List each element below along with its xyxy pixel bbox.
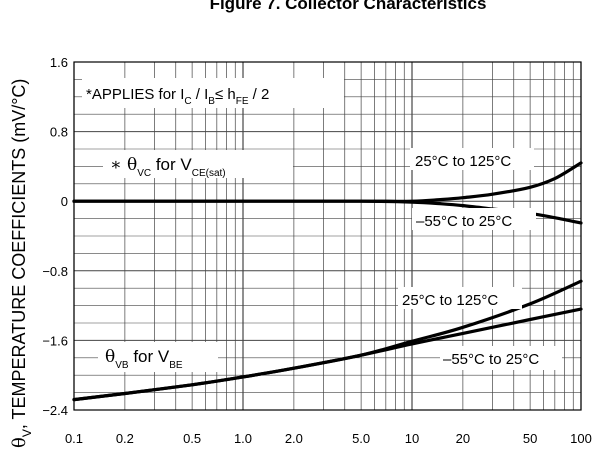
- vb-cold-label: –55°C to 25°C: [443, 351, 539, 368]
- series-group: [72, 161, 583, 402]
- x-tick-label: 0.5: [183, 431, 201, 446]
- y-axis-label: θV, TEMPERATURE COEFFICIENTS (mV/°C): [9, 79, 34, 448]
- x-tick-label: 10: [405, 431, 419, 446]
- x-tick-label: 2.0: [285, 431, 303, 446]
- vc-hot-label: 25°C to 125°C: [415, 153, 511, 170]
- theta-vb-label-bg: [98, 342, 218, 372]
- x-tick-label: 1.0: [234, 431, 252, 446]
- x-tick-label: 20: [456, 431, 470, 446]
- theta-vc-label-bg: [103, 150, 293, 178]
- series-line-vb-cold: [72, 307, 583, 402]
- y-tick-label: 0: [61, 194, 68, 209]
- vb-hot-label-bg: [398, 287, 522, 309]
- applies-note: *APPLIES for IC / IB≤ hFE / 2: [86, 86, 269, 107]
- y-tick-label: −1.6: [42, 333, 68, 348]
- applies-note-bg: [82, 78, 344, 108]
- y-tick-label: 0.8: [50, 125, 68, 140]
- vb-cold-label-bg: [440, 346, 562, 370]
- x-tick-label: 0.1: [65, 431, 83, 446]
- x-tick-label: 0.2: [116, 431, 134, 446]
- y-tick-labels: 1.6 0.8 0 −0.8 −1.6 −2.4: [42, 55, 68, 418]
- chart-title: Figure 7. Collector Characteristics: [210, 0, 487, 13]
- plot-frame: [73, 61, 582, 411]
- y-tick-label: −0.8: [42, 264, 68, 279]
- y-tick-label: −2.4: [42, 403, 68, 418]
- x-tick-labels: 0.1 0.2 0.5 1.0 2.0 5.0 10 20 50 100: [65, 431, 592, 446]
- x-tick-label: 100: [570, 431, 592, 446]
- vc-hot-label-bg: [410, 148, 534, 170]
- y-tick-label: 1.6: [50, 55, 68, 70]
- vb-hot-label: 25°C to 125°C: [402, 292, 498, 309]
- theta-vc-label: ∗ θVC for VCE(sat): [110, 155, 226, 179]
- vc-cold-label-bg: [412, 208, 536, 230]
- series-line-vc-cold: [72, 199, 583, 225]
- x-tick-label: 50: [523, 431, 537, 446]
- x-tick-label: 5.0: [352, 431, 370, 446]
- theta-vb-label: θVB for VBE: [105, 347, 183, 371]
- vc-cold-label: –55°C to 25°C: [416, 213, 512, 230]
